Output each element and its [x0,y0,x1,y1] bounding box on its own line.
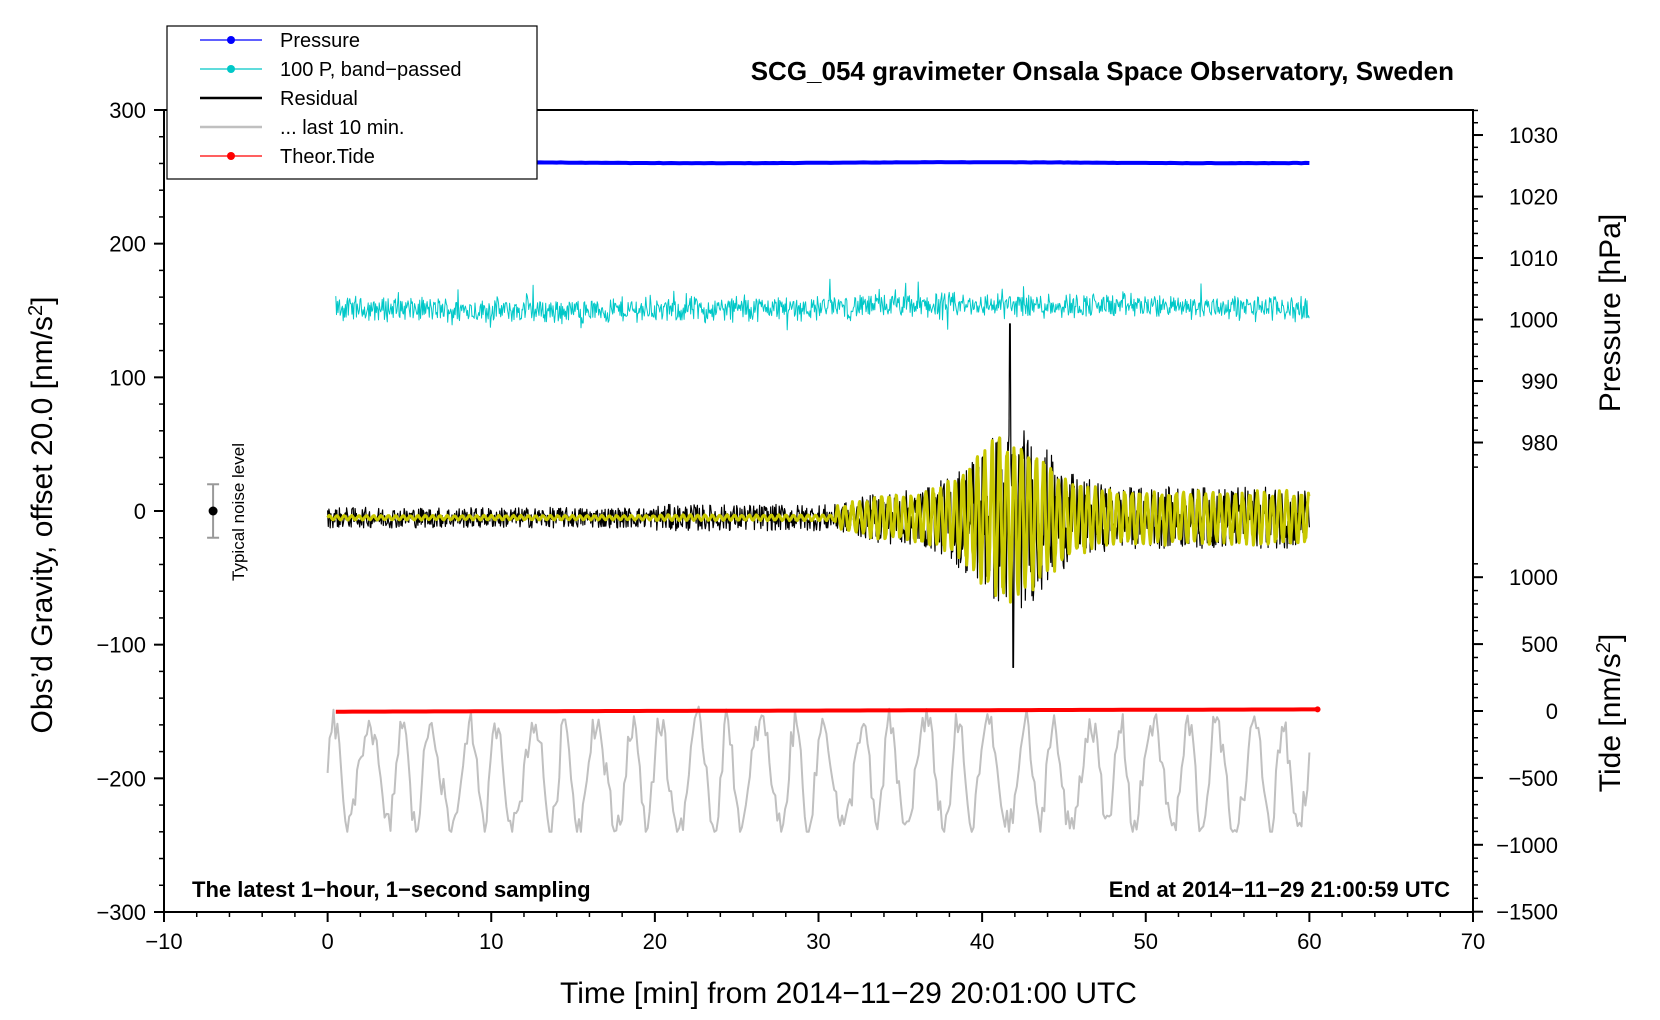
tide-tick-label: 1000 [1509,565,1558,590]
y-tick-label: 0 [134,499,146,524]
tide-tick-label: 0 [1546,699,1558,724]
y-tick-label: 300 [109,98,146,123]
legend-label: 100 P, band−passed [280,59,461,81]
y-tick-label: −300 [96,900,146,925]
theoretical-tide-line [335,707,1318,714]
y-axis-title-gravity: Obs’d Gravity, offset 20.0 [nm/s2] [25,297,59,734]
x-tick-label: −10 [145,929,182,954]
x-tick-label: 70 [1461,929,1485,954]
series-layer [326,160,1321,833]
end-time-note: End at 2014−11−29 21:00:59 UTC [1109,877,1450,902]
legend-swatch-marker [227,65,235,73]
axes-layer: −10 0 10 20 30 40 50 60 70−300−200−1000100200300… [96,98,1558,954]
noise-center-dot [208,506,218,516]
y-tick-label: 200 [109,232,146,257]
pressure-tick-label: 1030 [1509,123,1558,148]
pressure-tick-label: 1020 [1509,185,1558,210]
pressure-tick-label: 990 [1521,369,1558,394]
sampling-note: The latest 1−hour, 1−second sampling [192,877,591,902]
x-axis-title: Time [min] from 2014−11−29 20:01:00 UTC [560,977,1137,1010]
residual-band-passed-line [326,436,1311,604]
pressure-tick-label: 980 [1521,431,1558,456]
legend: Pressure 100 P, band−passed Residual ... la… [166,25,538,180]
tide-tick-label: −500 [1508,766,1558,791]
noise-level-indicator [207,483,220,539]
legend-swatch-marker [227,36,235,44]
legend-label: Theor.Tide [280,146,375,168]
legend-label: ... last 10 min. [280,117,405,139]
tide-end-point [1314,706,1321,713]
chart-title: SCG_054 gravimeter Onsala Space Observat… [751,56,1454,86]
pressure-tick-label: 1000 [1509,308,1558,333]
x-tick-label: 0 [322,929,334,954]
y-tick-label: 100 [109,365,146,390]
y-axis-title-tide: Tide [nm/s2] [1593,634,1627,792]
x-tick-label: 60 [1297,929,1321,954]
x-tick-label: 20 [643,929,667,954]
tide-tick-label: 500 [1521,632,1558,657]
last-10-min-line [326,705,1311,833]
legend-swatch-marker [227,152,235,160]
tide-tick-label: −1000 [1496,833,1558,858]
x-tick-label: 40 [970,929,994,954]
band-passed-pressure-line [335,278,1310,331]
tide-tick-label: −1500 [1496,900,1558,925]
y-tick-label: −200 [96,766,146,791]
y-tick-label: −100 [96,633,146,658]
pressure-tick-label: 1010 [1509,246,1558,271]
x-tick-label: 10 [479,929,503,954]
legend-label: Residual [280,88,358,110]
x-tick-label: 50 [1134,929,1158,954]
y-axis-title-pressure: Pressure [hPa] [1594,214,1627,412]
x-tick-label: 30 [806,929,830,954]
noise-level-label: Typical noise level [229,443,248,581]
legend-label: Pressure [280,30,360,52]
